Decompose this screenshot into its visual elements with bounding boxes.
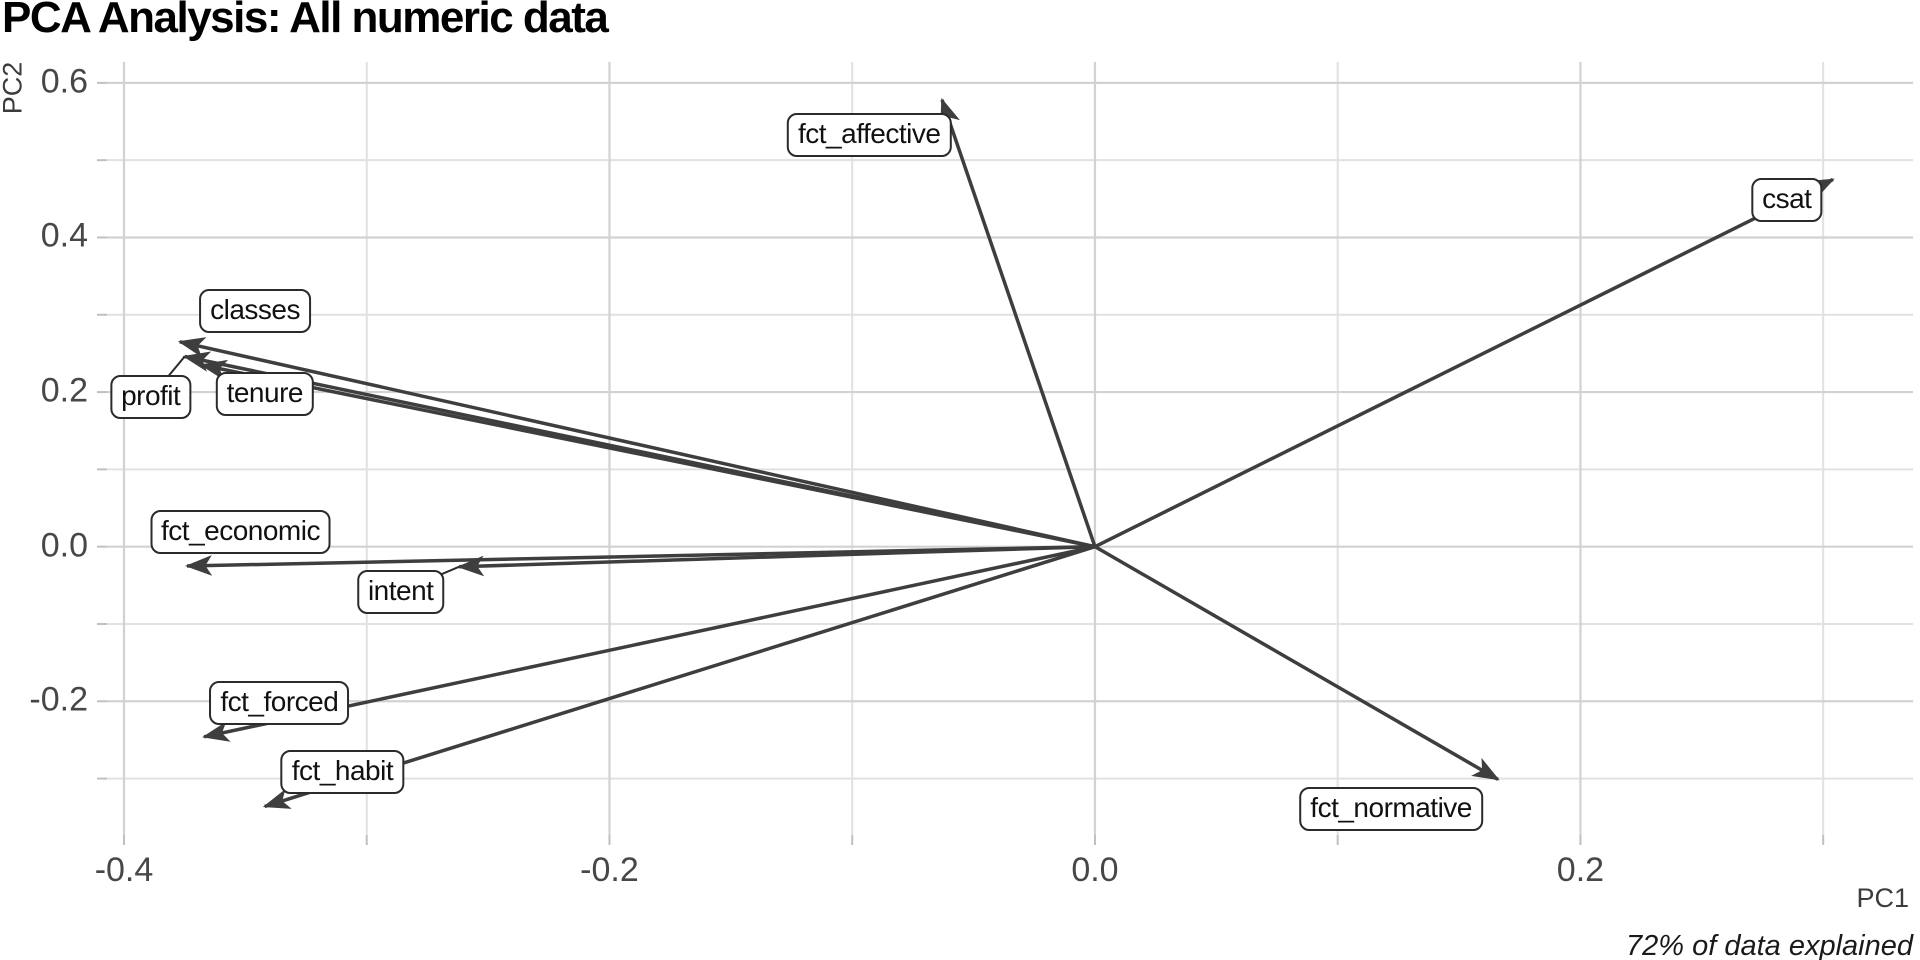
vector-label-profit: profit — [110, 375, 192, 420]
vector-label-fct_economic: fct_economic — [150, 509, 331, 554]
x-tick-label--0.4: -0.4 — [94, 851, 154, 889]
vector-label-classes: classes — [199, 288, 311, 333]
vector-intent — [456, 544, 1096, 577]
vector-label-fct_habit: fct_habit — [280, 749, 405, 794]
vector-fct_normative — [1094, 545, 1500, 781]
y-tick-label-0.4: 0.4 — [40, 217, 88, 256]
y-tick-label--0.2: -0.2 — [29, 680, 88, 719]
y-tick-label-0.2: 0.2 — [40, 371, 88, 410]
vector-tenure — [199, 359, 1096, 549]
vector-classes — [177, 337, 1096, 549]
vector-label-intent: intent — [356, 569, 445, 614]
vector-label-fct_affective: fct_affective — [787, 113, 952, 158]
x-tick-label-0.2: 0.2 — [1556, 851, 1605, 889]
vector-fct_affective — [940, 97, 1097, 548]
x-tick-label--0.2: -0.2 — [580, 851, 639, 889]
vector-label-csat: csat — [1751, 178, 1823, 223]
vector-fct_forced — [202, 544, 1096, 742]
chart-caption: 72% of data explained — [1626, 930, 1913, 960]
x-tick-label-0.0: 0.0 — [1071, 851, 1119, 889]
vector-label-fct_normative: fct_normative — [1299, 786, 1483, 831]
vector-label-fct_forced: fct_forced — [209, 680, 350, 725]
chart-title: PCA Analysis: All numeric data — [2, 0, 609, 42]
vector-csat — [1094, 177, 1835, 549]
y-tick-label-0.0: 0.0 — [40, 526, 88, 565]
vector-label-tenure: tenure — [215, 371, 314, 416]
y-tick-label-0.6: 0.6 — [40, 62, 88, 101]
x-axis-label: PC1 — [1856, 883, 1909, 913]
